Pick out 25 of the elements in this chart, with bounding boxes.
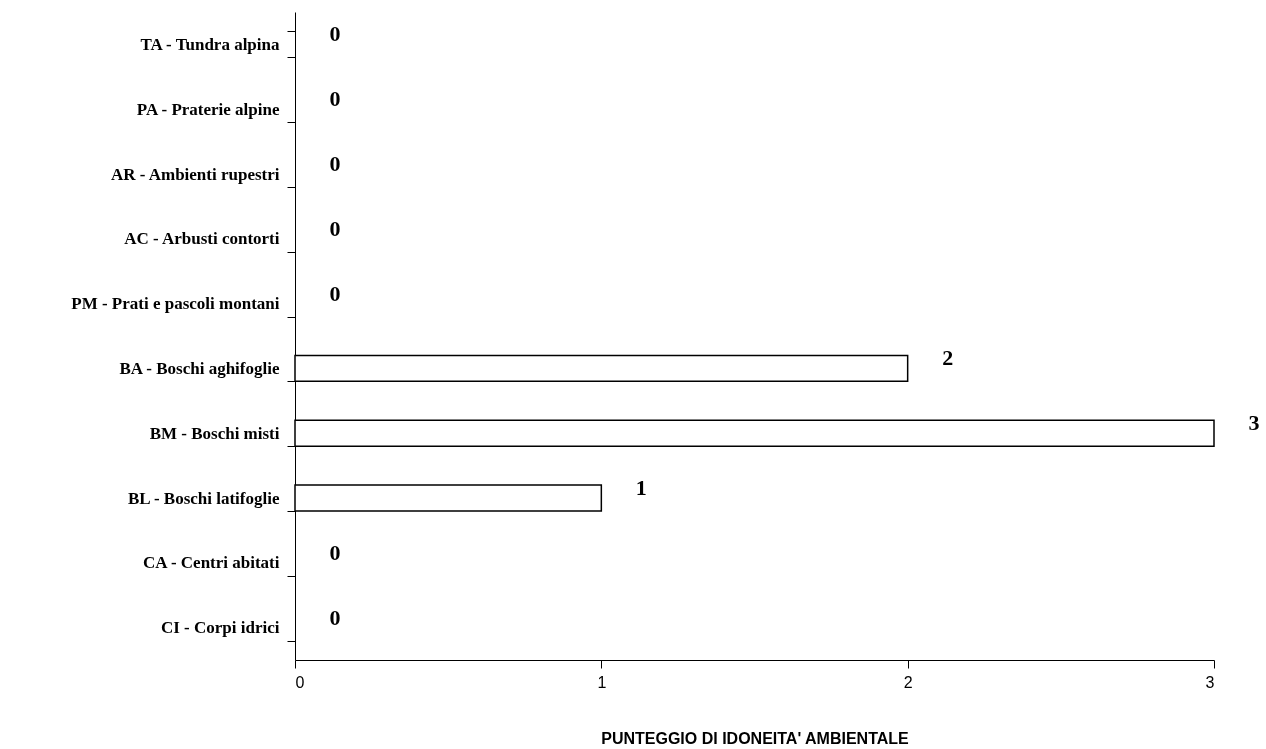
data-label: 2 [942,345,954,371]
y-tick-label: TA - Tundra alpina [140,34,280,54]
data-label: 0 [329,86,341,112]
data-label: 0 [329,21,341,47]
x-axis-title: PUNTEGGIO DI IDONEITA' AMBIENTALE [601,729,910,747]
data-label: 1 [635,475,647,500]
data-label: 0 [329,539,341,565]
data-label: 0 [329,280,341,306]
x-tick-label: 3 [1205,673,1215,691]
y-tick-label: CA - Centri abitati [143,553,280,573]
y-tick-label: BM - Boschi misti [149,423,280,443]
y-tick-label: BA - Boschi aghifoglie [119,358,280,378]
y-tick-label: PA - Praterie alpine [136,99,280,119]
x-tick-label: 2 [903,673,913,691]
data-label: 0 [329,215,341,241]
y-tick-label: CI - Corpi idrici [160,618,280,638]
y-tick-label: BL - Boschi latifoglie [127,488,280,508]
y-tick-label: AR - Ambienti rupestri [110,164,280,184]
y-tick-label: AC - Arbusti contorti [124,229,280,249]
x-tick-label: 1 [597,673,607,691]
data-label: 0 [329,604,341,630]
data-label: 3 [1248,410,1260,436]
y-tick-label: PM - Prati e pascoli montani [71,294,280,314]
x-tick-label: 0 [295,673,305,691]
data-label: 0 [329,151,341,176]
